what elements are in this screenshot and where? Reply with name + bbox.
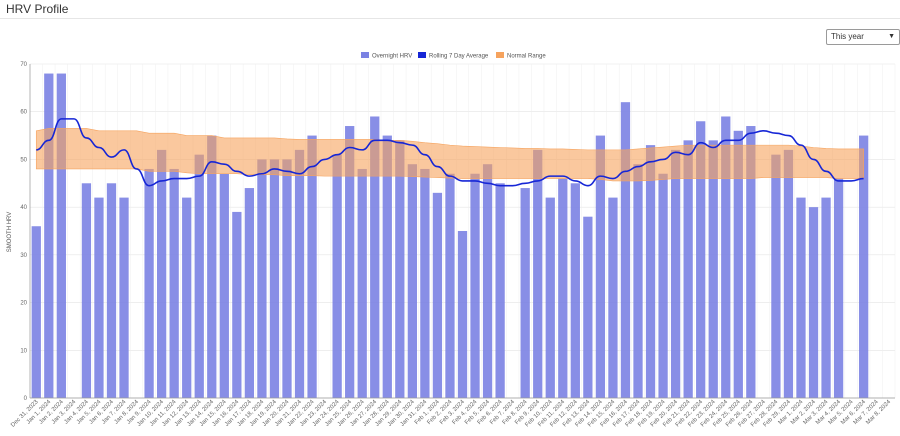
- bar: [620, 102, 631, 399]
- legend-swatch-rolling-average[interactable]: [418, 52, 426, 58]
- bar: [520, 188, 530, 398]
- bar: [558, 178, 568, 398]
- bar: [269, 159, 280, 398]
- y-tick-label: 0: [24, 396, 28, 402]
- bar: [771, 154, 781, 398]
- bar: [570, 183, 580, 398]
- bar: [144, 168, 154, 398]
- bar: [294, 149, 305, 398]
- bar: [219, 173, 229, 398]
- bar: [808, 207, 819, 398]
- bar: [595, 135, 606, 399]
- bar: [859, 135, 869, 399]
- bar: [658, 173, 668, 398]
- bar: [119, 197, 129, 398]
- bar: [169, 168, 179, 398]
- legend-swatch-overnight-hrv[interactable]: [361, 52, 369, 58]
- bar: [545, 197, 555, 398]
- chevron-down-icon: ▼: [888, 33, 895, 40]
- y-tick-label: 70: [20, 62, 27, 68]
- bar: [696, 121, 706, 398]
- bar: [345, 126, 355, 399]
- rolling-average-path: [36, 118, 864, 187]
- date-range-value: This year: [831, 32, 864, 41]
- bar: [307, 135, 317, 399]
- bar: [44, 73, 54, 399]
- bar: [182, 197, 192, 398]
- bar: [721, 116, 731, 398]
- bar: [821, 197, 831, 398]
- bar: [395, 140, 405, 399]
- bar: [207, 135, 217, 399]
- bar: [94, 197, 104, 398]
- rolling-average-line: [36, 118, 864, 187]
- bar: [670, 149, 681, 398]
- y-tick-label: 50: [20, 157, 27, 163]
- bar: [81, 183, 92, 398]
- bar: [495, 183, 505, 398]
- bar: [746, 126, 756, 399]
- legend-label-rolling-average[interactable]: Rolling 7 Day Average: [429, 54, 489, 60]
- bar: [106, 183, 117, 398]
- bar: [432, 192, 443, 398]
- bar: [357, 168, 367, 398]
- page-title: HRV Profile: [6, 2, 69, 16]
- bar: [633, 164, 643, 398]
- header-divider: [0, 18, 900, 19]
- legend-label-overnight-hrv[interactable]: Overnight HRV: [372, 54, 412, 60]
- bar: [470, 173, 480, 398]
- chart-legend: Overnight HRV Rolling 7 Day Average Norm…: [361, 52, 546, 60]
- bar: [583, 216, 593, 398]
- bar: [796, 197, 806, 398]
- bar: [194, 154, 204, 398]
- chart-axes: [29, 64, 895, 399]
- bar: [156, 149, 167, 398]
- bar: [257, 159, 267, 398]
- bar: [244, 188, 255, 398]
- bar: [56, 73, 66, 399]
- bar: [445, 173, 455, 398]
- y-tick-label: 60: [20, 110, 27, 116]
- bar-series: [31, 73, 869, 399]
- bar: [370, 116, 380, 398]
- bar: [420, 168, 430, 398]
- y-tick-label: 30: [20, 253, 27, 259]
- bar: [833, 178, 844, 398]
- legend-label-normal-range[interactable]: Normal Range: [507, 54, 546, 60]
- bar: [407, 164, 417, 398]
- bar: [382, 135, 392, 399]
- bar: [708, 140, 718, 399]
- bar: [31, 226, 41, 398]
- bar: [457, 231, 468, 398]
- bar: [733, 130, 743, 399]
- bar: [608, 197, 618, 398]
- bar: [645, 145, 656, 398]
- bar: [533, 149, 543, 398]
- bar: [282, 159, 292, 398]
- y-tick-label: 10: [20, 348, 27, 354]
- bar: [783, 149, 794, 398]
- bar: [482, 164, 493, 398]
- date-range-select[interactable]: This year ▼: [826, 29, 900, 45]
- y-tick-label: 40: [20, 205, 27, 211]
- bar: [232, 211, 242, 398]
- y-axis-label: SMOOTH HRV: [7, 212, 13, 253]
- legend-swatch-normal-range[interactable]: [496, 52, 504, 58]
- bar: [683, 140, 693, 399]
- y-tick-label: 20: [20, 301, 27, 307]
- y-axis-ticks: 0 10 20 30 40 50 60 70: [20, 62, 27, 402]
- bar: [332, 154, 342, 398]
